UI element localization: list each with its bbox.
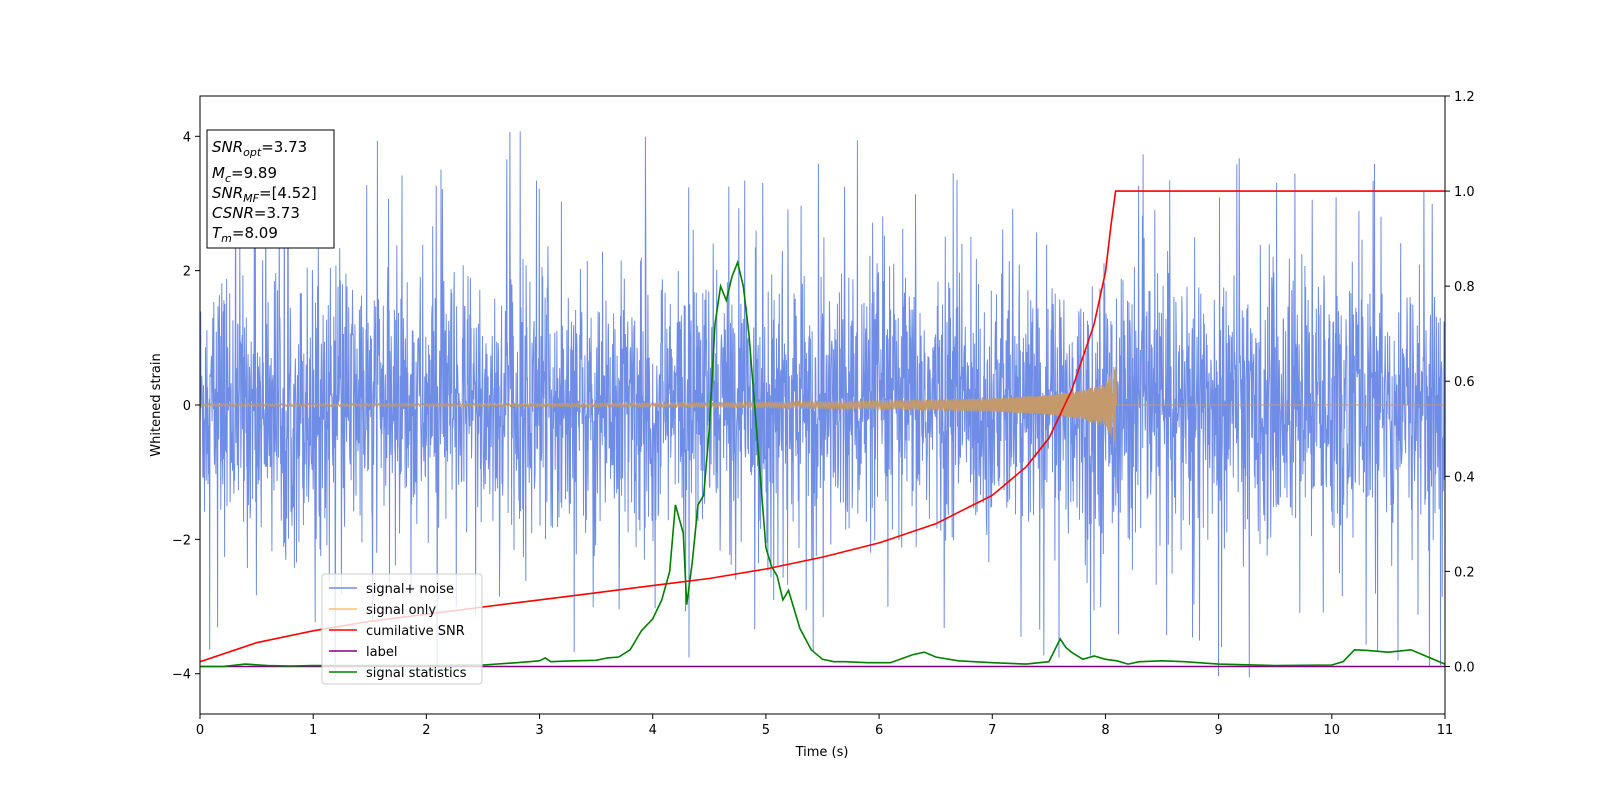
legend-label: signal only xyxy=(366,603,436,618)
series-line-signal-statistics xyxy=(200,259,1445,668)
y-left-tick-label: −2 xyxy=(172,533,191,548)
y-right-tick-label: 1.0 xyxy=(1454,185,1475,200)
x-tick-label: 2 xyxy=(422,723,430,738)
y-right-tick-label: 1.2 xyxy=(1454,90,1475,105)
legend: signal+ noise signal only cumilative SNR la… xyxy=(321,573,483,685)
x-tick-label: 10 xyxy=(1324,723,1341,738)
y-left-tick-label: 0 xyxy=(183,399,191,414)
legend-label: signal statistics xyxy=(366,666,467,681)
y-right-tick-label: 0.0 xyxy=(1454,660,1475,675)
x-tick-label: 4 xyxy=(649,723,657,738)
y-left-tick-label: 4 xyxy=(183,130,191,145)
legend-label: cumilative SNR xyxy=(366,624,465,639)
stat-csnr: CSNR=3.73 xyxy=(212,204,300,222)
legend-label: signal+ noise xyxy=(366,582,454,597)
legend-label: label xyxy=(366,645,397,660)
y-right-tick-label: 0.6 xyxy=(1454,375,1475,390)
x-tick-label: 1 xyxy=(309,723,317,738)
stats-box-frame xyxy=(206,129,335,249)
y-axis-label: Whitened strain xyxy=(149,353,164,456)
y-axis-left: −4 −2 0 2 4 xyxy=(172,130,200,683)
stat-snr-mf: SNRMF=[4.52] xyxy=(212,184,317,205)
x-tick-label: 6 xyxy=(875,723,883,738)
x-axis-label: Time (s) xyxy=(795,745,849,760)
y-right-tick-label: 0.4 xyxy=(1454,470,1475,485)
y-left-tick-label: 2 xyxy=(183,265,191,280)
series-line-signal-only xyxy=(200,366,1445,448)
stat-mc: Mc=9.89 xyxy=(212,164,277,185)
stats-box: SNRopt=3.73 Mc=9.89 SNRMF=[4.52] CSNR=3.… xyxy=(206,129,335,249)
legend-frame xyxy=(321,573,483,685)
x-tick-label: 0 xyxy=(196,723,204,738)
y-right-tick-label: 0.8 xyxy=(1454,280,1475,295)
series-line-signal-noise xyxy=(200,131,1445,678)
y-left-tick-label: −4 xyxy=(172,668,191,683)
y-axis-right: 0.0 0.2 0.4 0.6 0.8 1.0 1.2 xyxy=(1445,90,1475,675)
x-tick-label: 11 xyxy=(1437,723,1454,738)
stat-tm: Tm=8.09 xyxy=(212,224,278,245)
x-tick-label: 3 xyxy=(535,723,543,738)
x-tick-label: 8 xyxy=(1101,723,1109,738)
x-axis: 0 1 2 3 4 5 6 7 8 9 10 11 xyxy=(196,714,1453,738)
x-tick-label: 9 xyxy=(1214,723,1222,738)
x-tick-label: 5 xyxy=(762,723,770,738)
stat-snr-opt: SNRopt=3.73 xyxy=(212,138,307,159)
x-tick-label: 7 xyxy=(988,723,996,738)
y-right-tick-label: 0.2 xyxy=(1454,565,1475,580)
